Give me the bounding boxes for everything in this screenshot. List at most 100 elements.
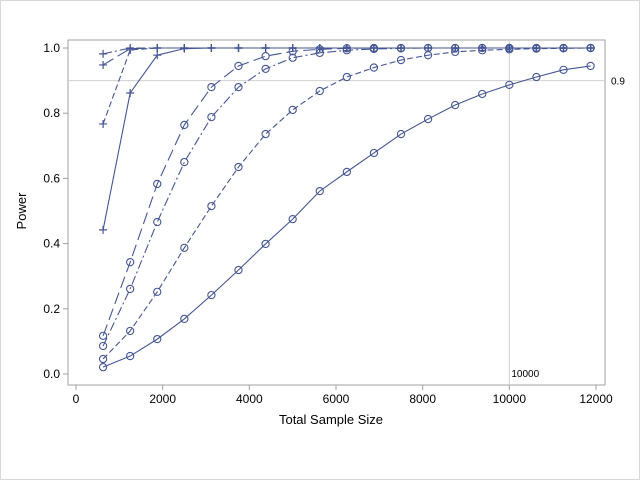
series-line (102, 47, 591, 125)
data-point-circle (315, 186, 324, 196)
y-tick-label: 0.8 (43, 106, 60, 120)
data-point-plus (153, 51, 162, 60)
y-axis-label: Power (14, 192, 29, 230)
data-point-plus (234, 44, 243, 52)
data-point-circle (478, 46, 487, 55)
data-point-circle (369, 63, 379, 72)
y-tick-label: 0.6 (43, 171, 60, 185)
data-point-circle (261, 129, 270, 139)
data-point-circle (261, 52, 270, 61)
data-point-plus (99, 60, 108, 69)
data-point-plus (153, 44, 162, 52)
reference-label-x: 10000 (511, 369, 539, 380)
data-point-circle (207, 290, 216, 300)
x-tick-label: 8000 (409, 392, 436, 406)
y-tick-label: 0.2 (43, 302, 60, 316)
data-point-plus (180, 44, 189, 52)
data-point-circle (207, 82, 216, 92)
series-2 (99, 44, 595, 128)
data-point-circle (369, 44, 379, 54)
data-point-circle (532, 72, 541, 82)
x-axis-label: Total Sample Size (279, 412, 383, 427)
data-point-circle (261, 64, 270, 74)
data-point-circle (153, 179, 162, 189)
data-point-circle (180, 120, 189, 130)
data-point-circle (342, 167, 351, 177)
data-point-plus (207, 44, 216, 52)
series-5 (98, 43, 595, 341)
data-point-plus (99, 49, 108, 58)
data-point-circle (586, 61, 595, 71)
data-point-circle (261, 239, 270, 249)
data-point-circle (369, 148, 379, 158)
series-line (102, 47, 591, 337)
data-point-circle (207, 112, 216, 122)
data-point-circle (234, 61, 243, 71)
data-point-plus (126, 44, 135, 52)
data-point-circle (180, 157, 189, 167)
data-point-circle (98, 331, 108, 341)
x-tick-label: 12000 (579, 392, 613, 406)
y-tick-label: 0.4 (43, 237, 60, 251)
data-point-circle (505, 80, 514, 89)
y-tick-label: 1.0 (43, 41, 60, 55)
data-point-circle (423, 114, 433, 124)
data-point-circle (98, 363, 108, 372)
data-point-plus (99, 225, 108, 234)
data-point-circle (559, 65, 568, 74)
series-8 (98, 61, 595, 372)
data-point-circle (98, 341, 108, 351)
series-1 (99, 44, 595, 234)
data-point-circle (153, 287, 162, 296)
x-tick-label: 6000 (323, 392, 350, 406)
data-point-circle (532, 44, 541, 53)
reference-label-y: 0.9 (611, 77, 625, 88)
x-tick-label: 10000 (493, 392, 527, 406)
data-point-plus (99, 119, 108, 128)
data-point-circle (180, 314, 189, 324)
data-point-circle (288, 214, 297, 224)
series-line (102, 47, 591, 347)
data-point-circle (153, 217, 162, 227)
data-point-circle (207, 201, 216, 211)
data-point-circle (98, 354, 108, 364)
data-point-circle (451, 47, 460, 57)
data-point-circle (396, 55, 406, 65)
x-tick-label: 0 (73, 392, 80, 406)
plot-frame (67, 39, 606, 386)
data-point-circle (451, 100, 460, 110)
data-point-circle (315, 45, 324, 54)
data-point-circle (505, 45, 514, 54)
x-tick-label: 4000 (236, 392, 263, 406)
data-point-circle (234, 162, 243, 172)
data-point-circle (126, 284, 135, 294)
series-line (102, 65, 591, 368)
data-point-plus (261, 44, 270, 52)
y-tick-label: 0.0 (43, 367, 60, 381)
data-point-circle (288, 53, 297, 62)
data-point-circle (396, 44, 406, 53)
data-point-circle (478, 43, 487, 53)
data-point-circle (234, 265, 243, 275)
data-point-circle (423, 51, 433, 60)
data-point-circle (559, 44, 568, 53)
x-tick-label: 2000 (149, 392, 176, 406)
data-point-circle (153, 334, 162, 344)
series-7 (98, 43, 595, 364)
data-point-circle (126, 351, 135, 361)
data-point-circle (396, 129, 406, 139)
data-point-circle (342, 72, 351, 82)
data-point-circle (315, 86, 324, 96)
data-point-circle (478, 89, 487, 99)
data-point-circle (288, 47, 297, 56)
data-point-circle (586, 43, 595, 53)
series-line (102, 47, 591, 360)
data-point-circle (315, 48, 324, 58)
data-point-circle (180, 243, 189, 252)
data-point-circle (288, 105, 297, 115)
data-point-circle (234, 82, 243, 92)
data-point-circle (126, 258, 135, 267)
data-point-circle (126, 326, 135, 336)
